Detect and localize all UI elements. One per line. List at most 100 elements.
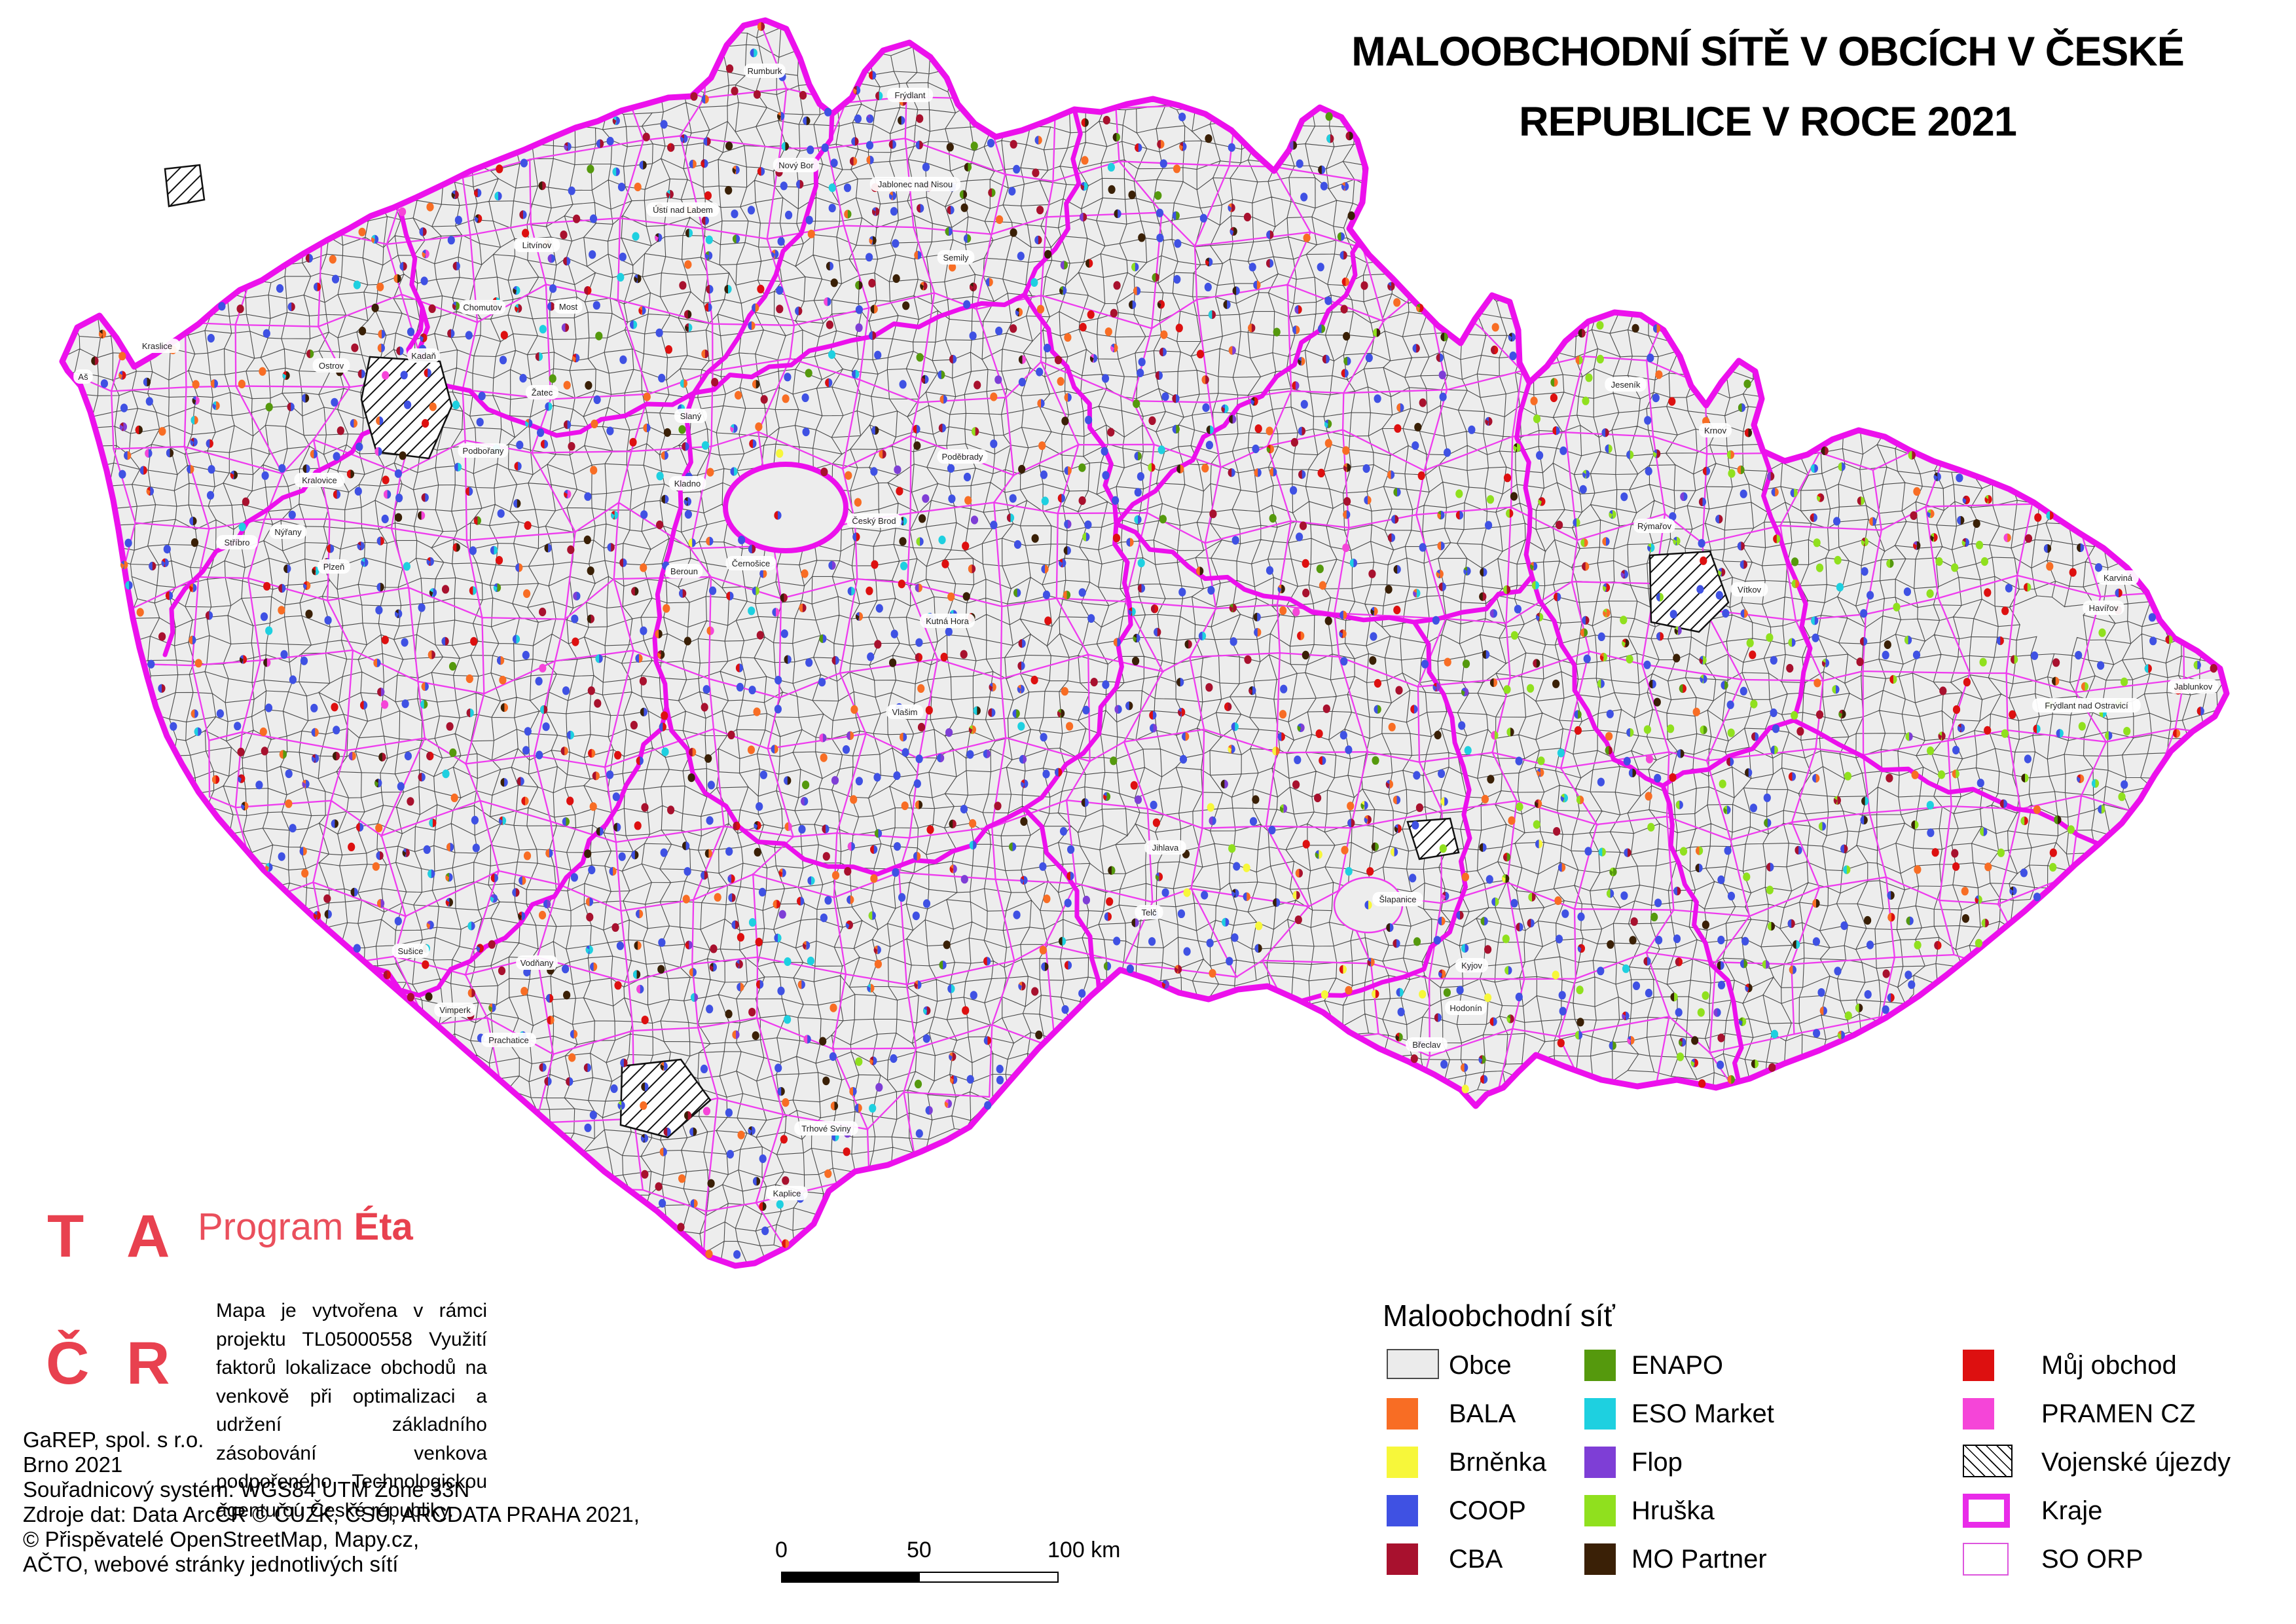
place-label-ostrov: Ostrov — [312, 358, 350, 373]
page-title-line2: REPUBLICE V ROCE 2021 — [1519, 99, 2017, 145]
svg-text:Kadaň: Kadaň — [411, 351, 436, 361]
place-label-b-eclav: Břeclav — [1406, 1037, 1448, 1052]
program-eta-label: Program Éta — [198, 1205, 413, 1249]
legend-swatch-enapo — [1584, 1350, 1616, 1381]
place-label-prachatice: Prachatice — [481, 1033, 536, 1047]
svg-text:Rýmařov: Rýmařov — [1637, 521, 1672, 531]
place-label-tel-: Telč — [1135, 905, 1163, 919]
svg-text:Břeclav: Břeclav — [1412, 1040, 1441, 1050]
legend-swatch-cba — [1387, 1543, 1418, 1575]
scalebar-label-0: 0 — [775, 1538, 788, 1562]
tacr-logo-letter-c: Č — [46, 1330, 90, 1397]
svg-text:Žatec: Žatec — [532, 388, 553, 397]
svg-text:Rumburk: Rumburk — [748, 66, 782, 76]
place-label-jablunkov: Jablunkov — [2168, 679, 2219, 693]
place-label-rumburk: Rumburk — [744, 64, 786, 78]
svg-text:Český Brod: Český Brod — [852, 516, 896, 526]
place-label-vod-any: Vodňany — [516, 955, 558, 970]
place-label-chomutov: Chomutov — [459, 300, 506, 314]
svg-text:Vlašim: Vlašim — [892, 707, 917, 717]
svg-text:Jeseník: Jeseník — [1611, 380, 1641, 390]
svg-text:Stříbro: Stříbro — [224, 538, 249, 547]
legend-label-hru-ka: Hruška — [1631, 1496, 1715, 1525]
svg-text:Nýřany: Nýřany — [274, 527, 302, 537]
place-label-vla-im: Vlašim — [886, 705, 924, 719]
svg-text:Vítkov: Vítkov — [1738, 585, 1762, 595]
legend-swatch-hru-ka — [1584, 1495, 1616, 1526]
credit-line-1: GaREP, spol. s r.o. — [23, 1428, 204, 1452]
place-labels: Aš Kraslice Ostrov Kadaň Chomutov Litvínov Mos… — [73, 64, 2219, 1200]
legend-label-kraje: Kraje — [2041, 1496, 2103, 1525]
legend-swatch-coop — [1387, 1495, 1418, 1526]
place-label-pod-brady: Poděbrady — [937, 449, 988, 464]
svg-text:Jablonec nad Nisou: Jablonec nad Nisou — [878, 179, 953, 189]
legend-swatch-vojensk-jezdy — [1963, 1444, 2013, 1477]
place-label--erno-ice: Černošice — [725, 556, 776, 570]
legend-title: Maloobchodní síť — [1383, 1299, 1615, 1333]
legend-label-eso-market: ESO Market — [1631, 1399, 1774, 1428]
legend-label-brn-nka: Brněnka — [1449, 1448, 1546, 1477]
program-label: Program — [198, 1206, 354, 1248]
svg-text:Most: Most — [559, 302, 578, 312]
svg-text:Hodonín: Hodonín — [1449, 1003, 1482, 1013]
program-eta-bold: Éta — [354, 1206, 413, 1248]
scalebar-filled-half — [782, 1573, 920, 1581]
tacr-logo-letter-r: R — [126, 1330, 170, 1397]
svg-text:Trhové Sviny: Trhové Sviny — [801, 1124, 851, 1134]
place-label-vimperk: Vimperk — [434, 1003, 476, 1017]
svg-text:Sušice: Sušice — [397, 946, 423, 956]
legend-swatch-eso-market — [1584, 1398, 1616, 1430]
svg-text:Karviná: Karviná — [2104, 573, 2133, 583]
legend-label-obce: Obce — [1449, 1351, 1512, 1380]
credit-line-5: © Přispěvatelé OpenStreetMap, Mapy.cz, — [23, 1527, 420, 1551]
svg-text:Jablunkov: Jablunkov — [2174, 682, 2213, 692]
legend-swatch-so-orp — [1963, 1543, 2009, 1576]
svg-text:Krnov: Krnov — [1704, 426, 1726, 435]
store-dots — [91, 22, 2217, 1259]
svg-text:Beroun: Beroun — [670, 566, 698, 576]
credit-line-6: AČTO, webové stránky jednotlivých sítí — [23, 1552, 399, 1576]
scalebar-label-100: 100 km — [1048, 1538, 1121, 1562]
place-label-n-any: Nýřany — [269, 525, 307, 539]
legend-label-vojensk-jezdy: Vojenské újezdy — [2041, 1448, 2231, 1477]
svg-text:Vodňany: Vodňany — [520, 958, 554, 968]
place-label-plze-: Plzeň — [318, 559, 350, 574]
page-title: MALOOBCHODNÍ SÍTĚ V OBCÍCH V ČESKÉ REPUB… — [1264, 17, 2272, 157]
legend-swatch-kraje — [1963, 1494, 2010, 1528]
svg-text:Prachatice: Prachatice — [488, 1035, 528, 1045]
svg-text:Šlapanice: Šlapanice — [1379, 895, 1416, 904]
legend-label-cba: CBA — [1449, 1545, 1503, 1574]
svg-text:Nový Bor: Nový Bor — [778, 160, 814, 170]
svg-text:Kraslice: Kraslice — [142, 341, 172, 351]
svg-text:Telč: Telč — [1141, 908, 1157, 917]
svg-text:Plzeň: Plzeň — [323, 562, 345, 572]
place-label-kada-: Kadaň — [407, 348, 440, 363]
place-label--atec: Žatec — [526, 385, 558, 399]
legend-label-mo-partner: MO Partner — [1631, 1545, 1767, 1574]
svg-text:Černošice: Černošice — [732, 559, 771, 568]
legend-label-so-orp: SO ORP — [2041, 1545, 2143, 1574]
place-label-podbo-any: Podbořany — [458, 443, 509, 458]
svg-text:Jihlava: Jihlava — [1152, 843, 1179, 853]
svg-text:Aš: Aš — [78, 372, 88, 382]
tacr-logo-letter-t: T — [47, 1203, 84, 1270]
place-label-kralovice: Kralovice — [294, 473, 345, 487]
place-label-hodon-n: Hodonín — [1445, 1001, 1487, 1015]
place-label-a-: Aš — [73, 369, 93, 384]
place-label-slan-: Slaný — [674, 409, 707, 423]
legend-label-coop: COOP — [1449, 1496, 1526, 1525]
legend-swatch-flop — [1584, 1447, 1616, 1478]
project-note: Mapa je vytvořena v rámci projektu TL050… — [216, 1300, 487, 1521]
place-label-trhov-sviny: Trhové Sviny — [794, 1121, 858, 1135]
svg-text:Kutná Hora: Kutná Hora — [926, 616, 970, 626]
legend-swatch-bala — [1387, 1398, 1418, 1430]
svg-text:Litvínov: Litvínov — [522, 240, 552, 250]
prague-boundary — [723, 462, 848, 553]
svg-text:Ostrov: Ostrov — [319, 361, 344, 371]
svg-text:Semily: Semily — [943, 253, 969, 263]
legend-label-pramen-cz: PRAMEN CZ — [2041, 1399, 2196, 1428]
svg-text:Poděbrady: Poděbrady — [942, 452, 983, 462]
place-label-fr-dlant-nad-ostravic-: Frýdlant nad Ostravicí — [2032, 698, 2141, 712]
